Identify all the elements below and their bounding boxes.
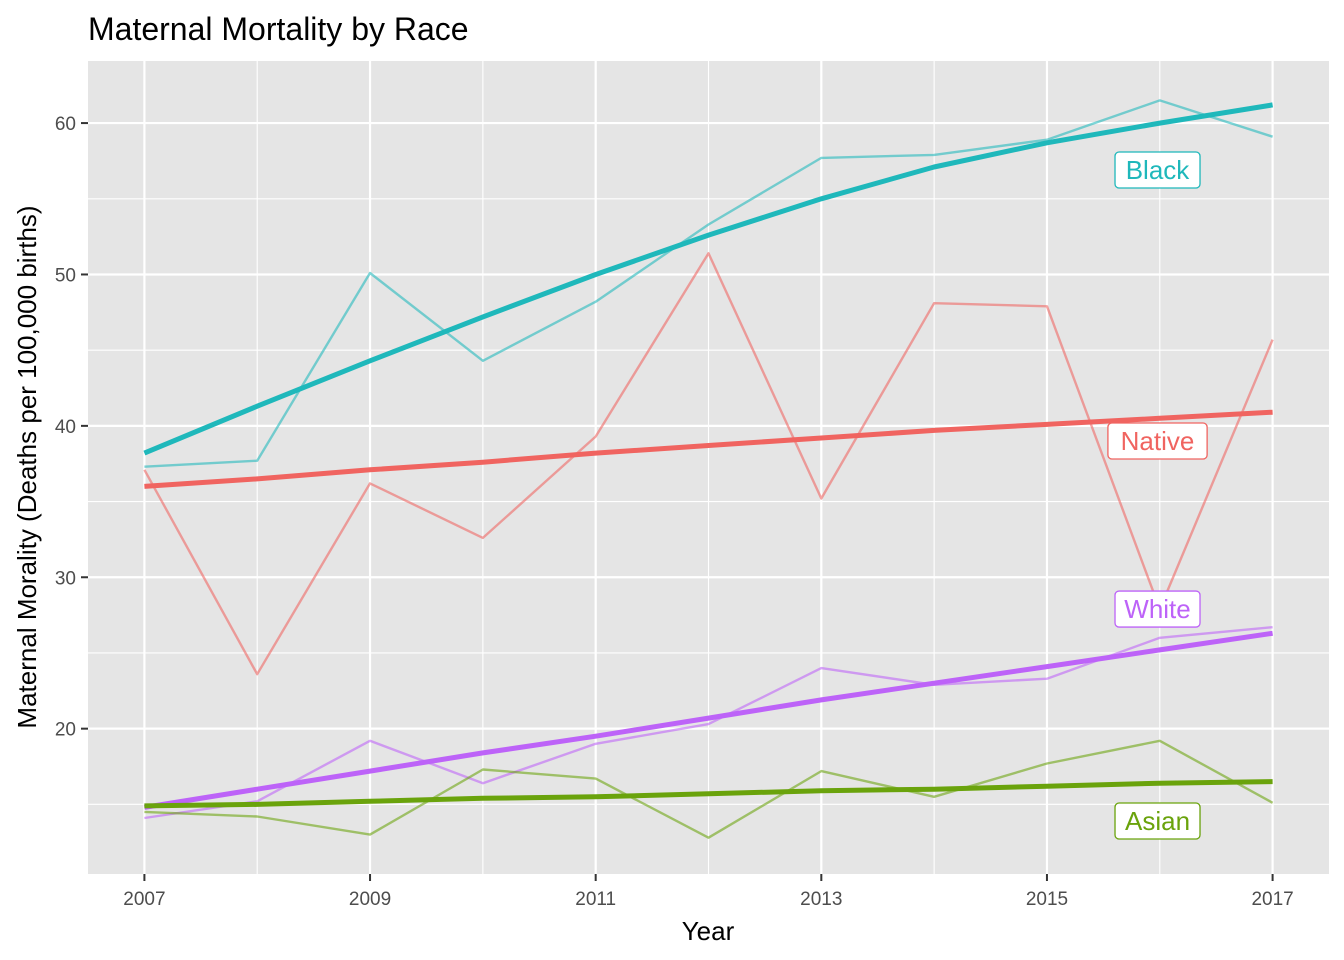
series-label-text-white: White [1124,594,1190,624]
x-tick-label: 2015 [1026,889,1068,910]
series-label-asian: Asian [1114,802,1201,840]
series-label-text-black: Black [1126,155,1191,185]
series-line-black [144,99,1273,468]
x-tick-label: 2007 [123,889,165,910]
series-labels: Black Native White Asian [1107,151,1208,840]
series-line-asian [144,739,1274,839]
chart-title: Maternal Mortality by Race [88,11,469,47]
trend-line-native [144,409,1273,489]
trend-line-black [143,102,1273,456]
x-tick-label: 2013 [800,889,842,910]
series-label-text-native: Native [1121,426,1195,456]
series-label-box-asian [1114,802,1201,840]
y-axis: 20 30 40 50 60 [55,114,88,741]
trend-line-white [144,630,1273,810]
y-tick-label: 40 [55,417,76,438]
x-axis: 2007 2009 2011 2013 2015 2017 [123,874,1294,910]
trend-line-asian [144,779,1273,809]
x-tick-label: 2009 [349,889,391,910]
y-tick-label: 20 [55,720,76,741]
series-label-text-asian: Asian [1125,806,1190,836]
series-label-box-native [1107,422,1208,460]
series-label-box-black [1114,151,1201,189]
y-tick-label: 50 [55,265,76,286]
x-tick-label: 2011 [575,889,616,910]
series-label-white: White [1114,590,1201,628]
series-line-white [144,626,1273,820]
y-tick-label: 30 [55,568,76,589]
grid-major [88,61,1329,874]
y-axis-title: Maternal Morality (Deaths per 100,000 bi… [12,205,42,728]
series-label-native: Native [1107,422,1208,460]
series-line-native [143,252,1274,676]
series-label-black: Black [1114,151,1201,189]
y-tick-label: 60 [55,114,76,135]
x-tick-label: 2017 [1251,889,1293,910]
grid-minor [88,61,1329,874]
series-label-box-white [1114,590,1201,628]
x-axis-title: Year [682,916,735,946]
raw-series-lines [143,99,1274,839]
trend-lines [143,102,1273,810]
